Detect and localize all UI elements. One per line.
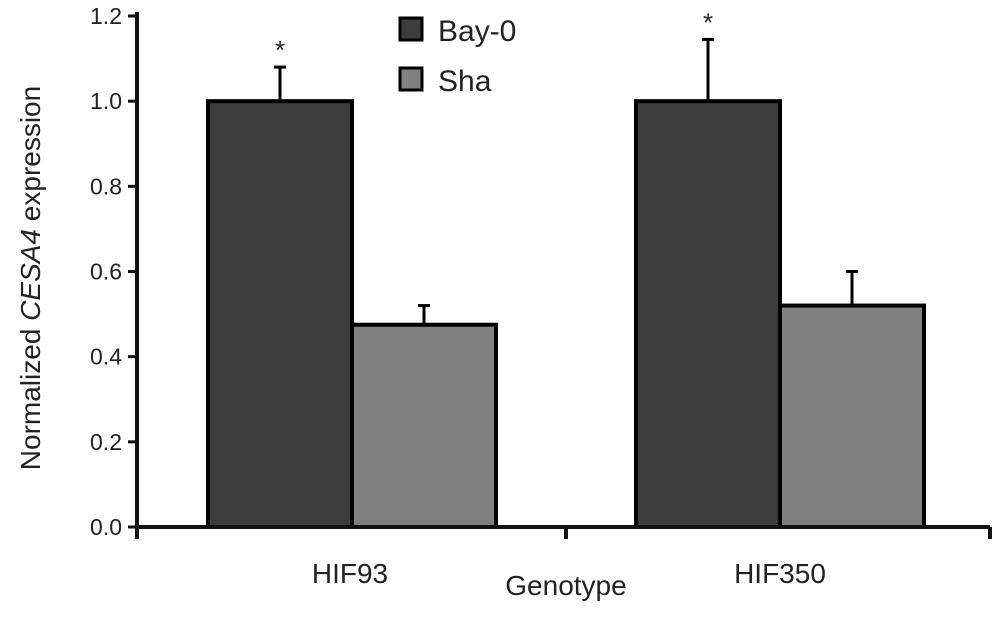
y-tick-label: 1.2 bbox=[90, 3, 122, 29]
bar-Sha-HIF93 bbox=[350, 322, 498, 529]
bar-Sha-HIF350 bbox=[778, 303, 926, 530]
legend-label-Sha: Sha bbox=[438, 65, 492, 98]
y-tick-label: 0.4 bbox=[90, 344, 122, 370]
significance-marker: * bbox=[275, 35, 285, 65]
significance-marker: * bbox=[703, 7, 713, 37]
x-axis-title: Genotype bbox=[505, 570, 626, 601]
legend-label-Bay-0: Bay-0 bbox=[438, 15, 516, 48]
bars-layer bbox=[206, 99, 926, 530]
bar-Bay-0-HIF93 bbox=[206, 99, 354, 530]
y-tick-label: 0.0 bbox=[90, 514, 122, 540]
x-axis: HIF93 HIF350 bbox=[135, 525, 992, 589]
x-category-label: HIF350 bbox=[734, 558, 826, 589]
y-tick-label: 0.2 bbox=[90, 429, 122, 455]
y-tick-label: 0.8 bbox=[90, 173, 122, 199]
bar-Bay-0-HIF350 bbox=[634, 99, 782, 530]
x-category-label: HIF93 bbox=[312, 558, 388, 589]
y-axis: 0.0 0.2 0.4 0.6 0.8 1.0 1.2 bbox=[90, 3, 139, 540]
error-bars-layer: ** bbox=[274, 7, 858, 325]
y-tick-label: 0.6 bbox=[90, 259, 122, 285]
y-axis-title: Normalized CESA4 expression bbox=[15, 86, 46, 470]
legend: Bay-0 Sha bbox=[398, 15, 516, 98]
y-tick-label: 1.0 bbox=[90, 88, 122, 114]
legend-swatch-Sha bbox=[398, 66, 424, 92]
legend-swatch-Bay-0 bbox=[398, 16, 424, 42]
